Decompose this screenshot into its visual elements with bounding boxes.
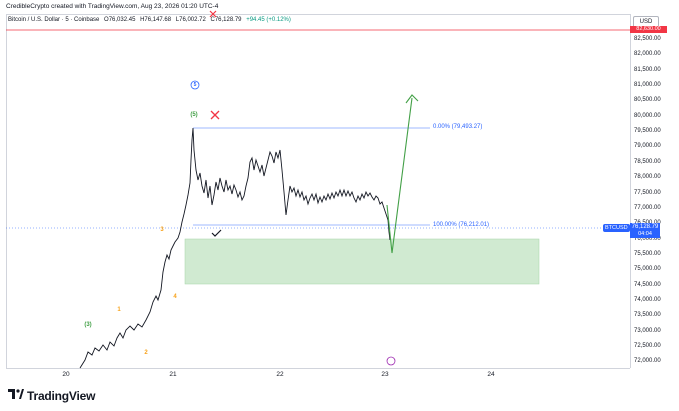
demand-zone[interactable]	[184, 238, 540, 285]
symbol-legend: Bitcoin / U.S. Dollar · 5 · Coinbase O76…	[8, 17, 294, 23]
arrow-head-icon	[405, 94, 419, 104]
wave-5-circle	[190, 80, 200, 90]
price-axis-label: 73,000.00	[634, 327, 661, 334]
flag-icon[interactable]	[386, 356, 396, 366]
time-axis-label: 20	[62, 371, 70, 378]
price-axis-label: 80,500.00	[634, 97, 661, 104]
high-value: H76,147.68	[140, 17, 172, 23]
tradingview-logo-icon	[8, 388, 24, 403]
symbol-name[interactable]: Bitcoin / U.S. Dollar · 5 · Coinbase	[8, 17, 100, 23]
fib-100-label: 100.00% (76,212.01)	[433, 222, 490, 228]
sub-wave-2-label: 2	[144, 350, 148, 356]
sub-wave-4-label: 4	[173, 294, 177, 300]
sub-wave-1-label: 1	[117, 307, 121, 313]
check-mark-icon	[211, 229, 222, 237]
chart-pane[interactable]	[6, 14, 630, 368]
price-axis-label: 78,000.00	[634, 174, 661, 181]
close-value: C76,128.79	[210, 17, 242, 23]
time-axis-label: 24	[487, 371, 495, 378]
sub-wave-3-label: 3	[160, 227, 164, 233]
current-price-badge: 76,128.79	[630, 223, 660, 231]
bar-countdown-badge: 04:04	[630, 231, 660, 238]
tradingview-brand: TradingView	[8, 388, 95, 403]
price-axis[interactable]	[630, 14, 679, 368]
price-axis-label: 75,500.00	[634, 250, 661, 257]
price-axis-label: 75,000.00	[634, 266, 661, 273]
x-mark-icon	[210, 110, 220, 120]
price-axis-label: 79,500.00	[634, 128, 661, 135]
time-axis[interactable]	[6, 368, 630, 382]
price-axis-label: 72,000.00	[634, 358, 661, 365]
price-axis-label: 82,500.00	[634, 36, 661, 42]
wave-3-label: (3)	[84, 322, 92, 328]
price-axis-label: 78,500.00	[634, 158, 661, 165]
currency-button[interactable]: USD	[633, 16, 659, 29]
time-axis-label: 21	[169, 371, 177, 378]
low-value: L76,002.72	[175, 17, 206, 23]
price-axis-label: 77,000.00	[634, 204, 661, 211]
time-axis-label: 23	[381, 371, 389, 378]
ticker-badge: BTCUSD	[603, 224, 630, 232]
x-mark-icon	[209, 10, 217, 18]
attribution-text: CredibleCrypto created with TradingView.…	[6, 3, 219, 10]
wave-5-circle-label: 5	[193, 82, 197, 88]
wave-5-label: (5)	[190, 112, 198, 118]
time-axis-label: 22	[276, 371, 284, 378]
price-axis-label: 81,500.00	[634, 66, 661, 73]
brand-name: TradingView	[27, 388, 96, 403]
price-axis-label: 73,500.00	[634, 312, 661, 319]
price-axis-label: 80,000.00	[634, 112, 661, 119]
price-axis-label: 74,000.00	[634, 296, 661, 303]
price-axis-label: 79,000.00	[634, 143, 661, 150]
price-axis-label: 77,500.00	[634, 189, 661, 196]
attribution-bar: CredibleCrypto created with TradingView.…	[0, 0, 679, 14]
price-axis-label: 76,000.00	[634, 235, 661, 242]
price-series	[79, 127, 391, 369]
price-axis-label: 82,000.00	[634, 51, 661, 58]
projection-arrow[interactable]	[386, 97, 413, 254]
red-level-badge: 82,630.00	[630, 26, 667, 33]
open-value: O76,032.45	[104, 17, 136, 23]
price-axis-label: 72,500.00	[634, 343, 661, 349]
price-axis-label: 81,000.00	[634, 82, 661, 89]
change-value: +94.45 (+0.12%)	[246, 17, 291, 23]
fib-0-label: 0.00% (79,493.27)	[433, 124, 483, 130]
price-axis-label: 74,500.00	[634, 281, 661, 288]
